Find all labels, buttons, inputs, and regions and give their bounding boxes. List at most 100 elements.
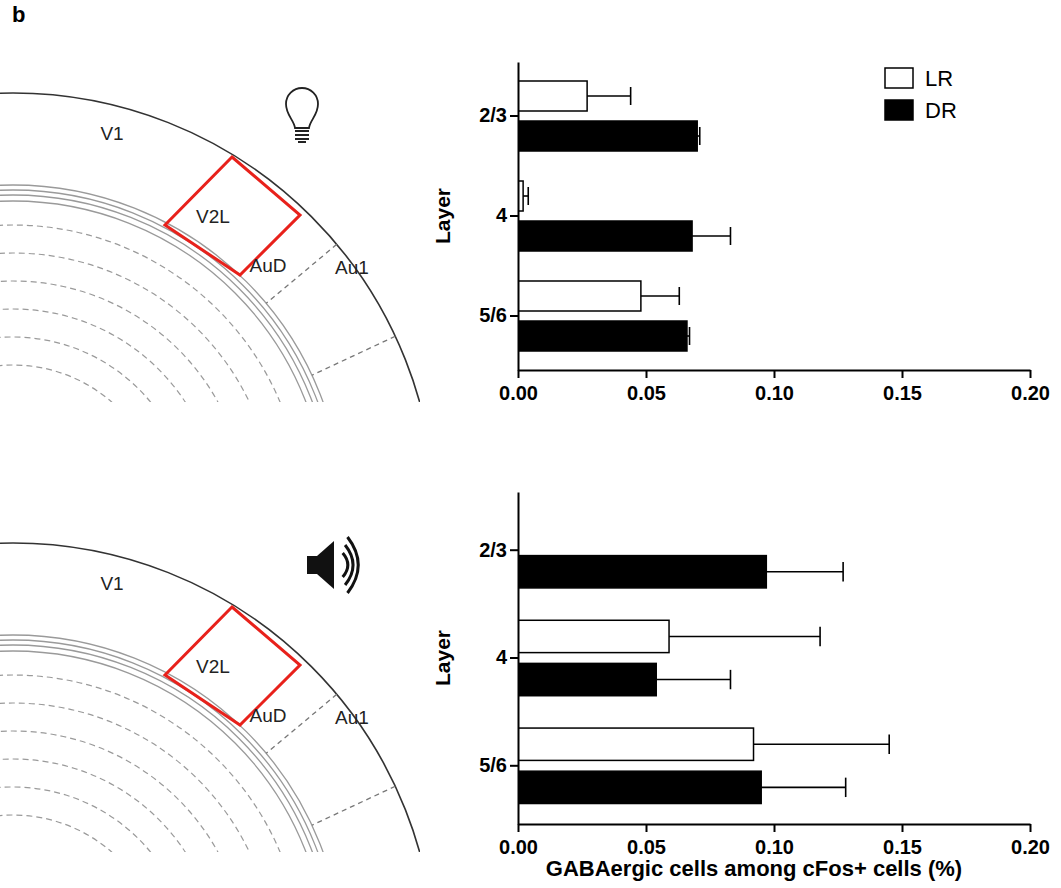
y-tick-mark <box>510 549 518 551</box>
y-tick: 2/3 <box>479 104 518 126</box>
chart: 0.000.050.100.150.202/345/6LayerLRDR <box>431 63 1050 405</box>
x-tick: 0.00 <box>499 370 538 404</box>
error-bar <box>641 287 679 305</box>
error-bar <box>697 127 700 145</box>
x-axis: 0.000.050.100.150.20 <box>499 370 1050 404</box>
error-cap <box>819 627 821 646</box>
error-stem <box>754 743 890 745</box>
y-tick-mark <box>510 115 518 117</box>
sound-wave <box>345 545 353 585</box>
contour <box>0 201 327 402</box>
y-axis: 2/3 4 5/6 <box>479 493 518 825</box>
x-tick: 0.05 <box>627 824 666 858</box>
x-tick: 0.05 <box>627 370 666 404</box>
chart: 0.00 0.05 0.10 0.15 0.20 2/3 4 5/6 Layer GABAergi… <box>431 493 1050 882</box>
bar <box>518 81 587 111</box>
dashed-contour <box>0 365 163 402</box>
area-label: Au1 <box>335 707 369 728</box>
area-label: V2L <box>196 656 230 677</box>
sound-icon <box>307 537 358 593</box>
y-tick: 4 <box>496 204 518 226</box>
x-tick-label: 0.20 <box>1011 836 1050 858</box>
error-bar <box>754 735 890 754</box>
area-boundary <box>312 336 395 375</box>
x-tick-label: 0.05 <box>627 382 666 404</box>
x-tick-label: 0.05 <box>627 836 666 858</box>
legend-label: LR <box>925 66 953 91</box>
y-axis-title: Layer <box>431 630 454 686</box>
bar <box>518 121 697 151</box>
error-bar <box>523 187 528 205</box>
x-tick: 0.20 <box>1011 824 1050 858</box>
error-cap <box>888 735 890 754</box>
bar <box>518 321 687 351</box>
bar <box>518 620 669 652</box>
x-tick-mark <box>902 824 904 832</box>
legend-swatch <box>885 68 913 88</box>
bar <box>518 728 754 760</box>
error-bar <box>587 87 631 105</box>
bar <box>518 771 761 803</box>
diagram: V1 V2L AuD Au1 <box>0 88 435 888</box>
x-tick-label: 0.15 <box>883 382 922 404</box>
error-bar <box>761 778 845 797</box>
x-tick: 0.15 <box>883 824 922 858</box>
plot-area <box>518 81 730 351</box>
error-cap <box>630 87 632 105</box>
x-tick: 0.10 <box>755 824 794 858</box>
error-cap <box>699 127 701 145</box>
cortex-surface <box>0 93 420 402</box>
area-label: V1 <box>100 123 123 144</box>
x-axis: 0.00 0.05 0.10 0.15 0.20 <box>499 824 1050 858</box>
x-tick-mark <box>902 370 904 378</box>
x-tick: 0.00 <box>499 824 538 858</box>
diagram-shapes <box>0 543 420 852</box>
error-stem <box>766 571 843 573</box>
region-box <box>165 607 300 725</box>
error-cap <box>842 562 844 581</box>
x-tick-mark <box>1030 824 1032 832</box>
x-axis-title: GABAergic cells among cFos+ cells (%) <box>546 856 962 881</box>
y-tick-label: 4 <box>496 204 508 226</box>
area-label: AuD <box>250 255 287 276</box>
y-tick: 5/6 <box>479 304 518 326</box>
area-boundary <box>312 786 395 825</box>
y-axis-title: Layer <box>431 188 454 244</box>
contour <box>0 651 327 852</box>
error-cap <box>730 670 732 689</box>
bulb-base <box>295 130 309 132</box>
x-tick-mark <box>774 824 776 832</box>
dashed-contour <box>0 703 275 852</box>
y-axis: 2/3 4 5/6 <box>479 63 518 371</box>
bar <box>518 663 656 695</box>
bulb-base <box>295 138 309 140</box>
x-tick: 0.15 <box>883 370 922 404</box>
error-bar <box>656 670 730 689</box>
dashed-contour <box>0 731 247 852</box>
x-tick-label: 0.10 <box>755 836 794 858</box>
y-tick-mark <box>510 765 518 767</box>
dashed-contour <box>0 253 275 402</box>
error-bar <box>687 327 690 345</box>
error-bar <box>692 227 730 245</box>
area-label: Au1 <box>335 257 369 278</box>
diagram-shapes <box>0 93 420 402</box>
error-cap <box>678 287 680 305</box>
bulb-tip <box>298 141 306 143</box>
sound-wave <box>348 537 359 593</box>
area-label: AuD <box>250 705 287 726</box>
y-tick: 4 <box>496 646 518 668</box>
y-tick-label: 5/6 <box>479 754 507 776</box>
x-tick: 0.20 <box>1011 370 1050 404</box>
sound-wave <box>343 553 348 577</box>
y-tick-label: 2/3 <box>479 539 507 561</box>
x-tick-mark <box>518 370 520 378</box>
error-stem <box>692 235 730 237</box>
dashed-contour <box>0 281 247 402</box>
legend-label: DR <box>925 98 957 123</box>
error-cap <box>730 227 732 245</box>
bulb-base <box>295 134 309 136</box>
error-stem <box>669 636 820 638</box>
area-label: V2L <box>196 206 230 227</box>
dashed-contour <box>0 225 303 402</box>
